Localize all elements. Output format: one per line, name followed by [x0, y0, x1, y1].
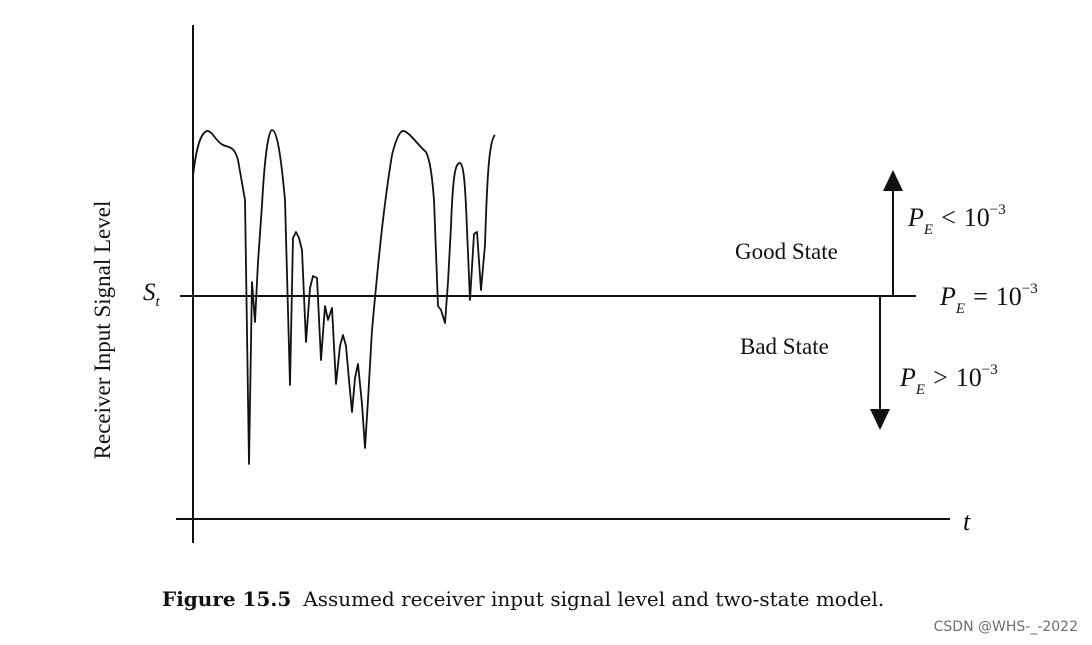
caption-text: Assumed receiver input signal level and …	[302, 587, 884, 611]
threshold-condition-base: 10	[996, 282, 1022, 311]
upper-condition-exp: −3	[990, 202, 1006, 218]
good-state-label: Good State	[735, 239, 838, 264]
threshold-condition-p: P	[939, 282, 956, 311]
lower-condition: PE >10−3	[899, 362, 998, 398]
threshold-label-sub: t	[156, 294, 161, 310]
threshold-condition-op: =	[973, 282, 988, 311]
signal-trace	[192, 129, 496, 465]
threshold-condition-sub: E	[955, 301, 965, 317]
upper-condition-p: P	[907, 203, 924, 232]
threshold-condition: PE = 10−3	[939, 281, 1038, 317]
upper-condition-op: <	[941, 203, 956, 232]
bad-state-label: Bad State	[740, 334, 829, 359]
threshold-label-base: S	[143, 279, 156, 306]
figure-caption: Figure 15.5 Assumed receiver input signal…	[162, 587, 884, 611]
arrow-up-icon	[883, 170, 903, 191]
threshold-condition-exp: −3	[1022, 281, 1038, 297]
lower-condition-p: P	[899, 363, 916, 392]
upper-condition: PE <10−3	[907, 202, 1006, 238]
x-axis-label: t	[963, 507, 971, 536]
lower-condition-sub: E	[915, 382, 925, 398]
upper-condition-base: 10	[964, 203, 990, 232]
arrow-down-icon	[870, 409, 890, 430]
threshold-label: St	[143, 279, 161, 310]
y-axis-label: Receiver Input Signal Level	[90, 201, 115, 460]
caption-number: Figure 15.5	[162, 587, 291, 611]
upper-condition-sub: E	[923, 222, 933, 238]
lower-condition-base: 10	[956, 363, 982, 392]
lower-condition-exp: −3	[982, 362, 998, 378]
watermark: CSDN @WHS-_-2022	[933, 619, 1078, 635]
lower-condition-op: >	[933, 363, 948, 392]
